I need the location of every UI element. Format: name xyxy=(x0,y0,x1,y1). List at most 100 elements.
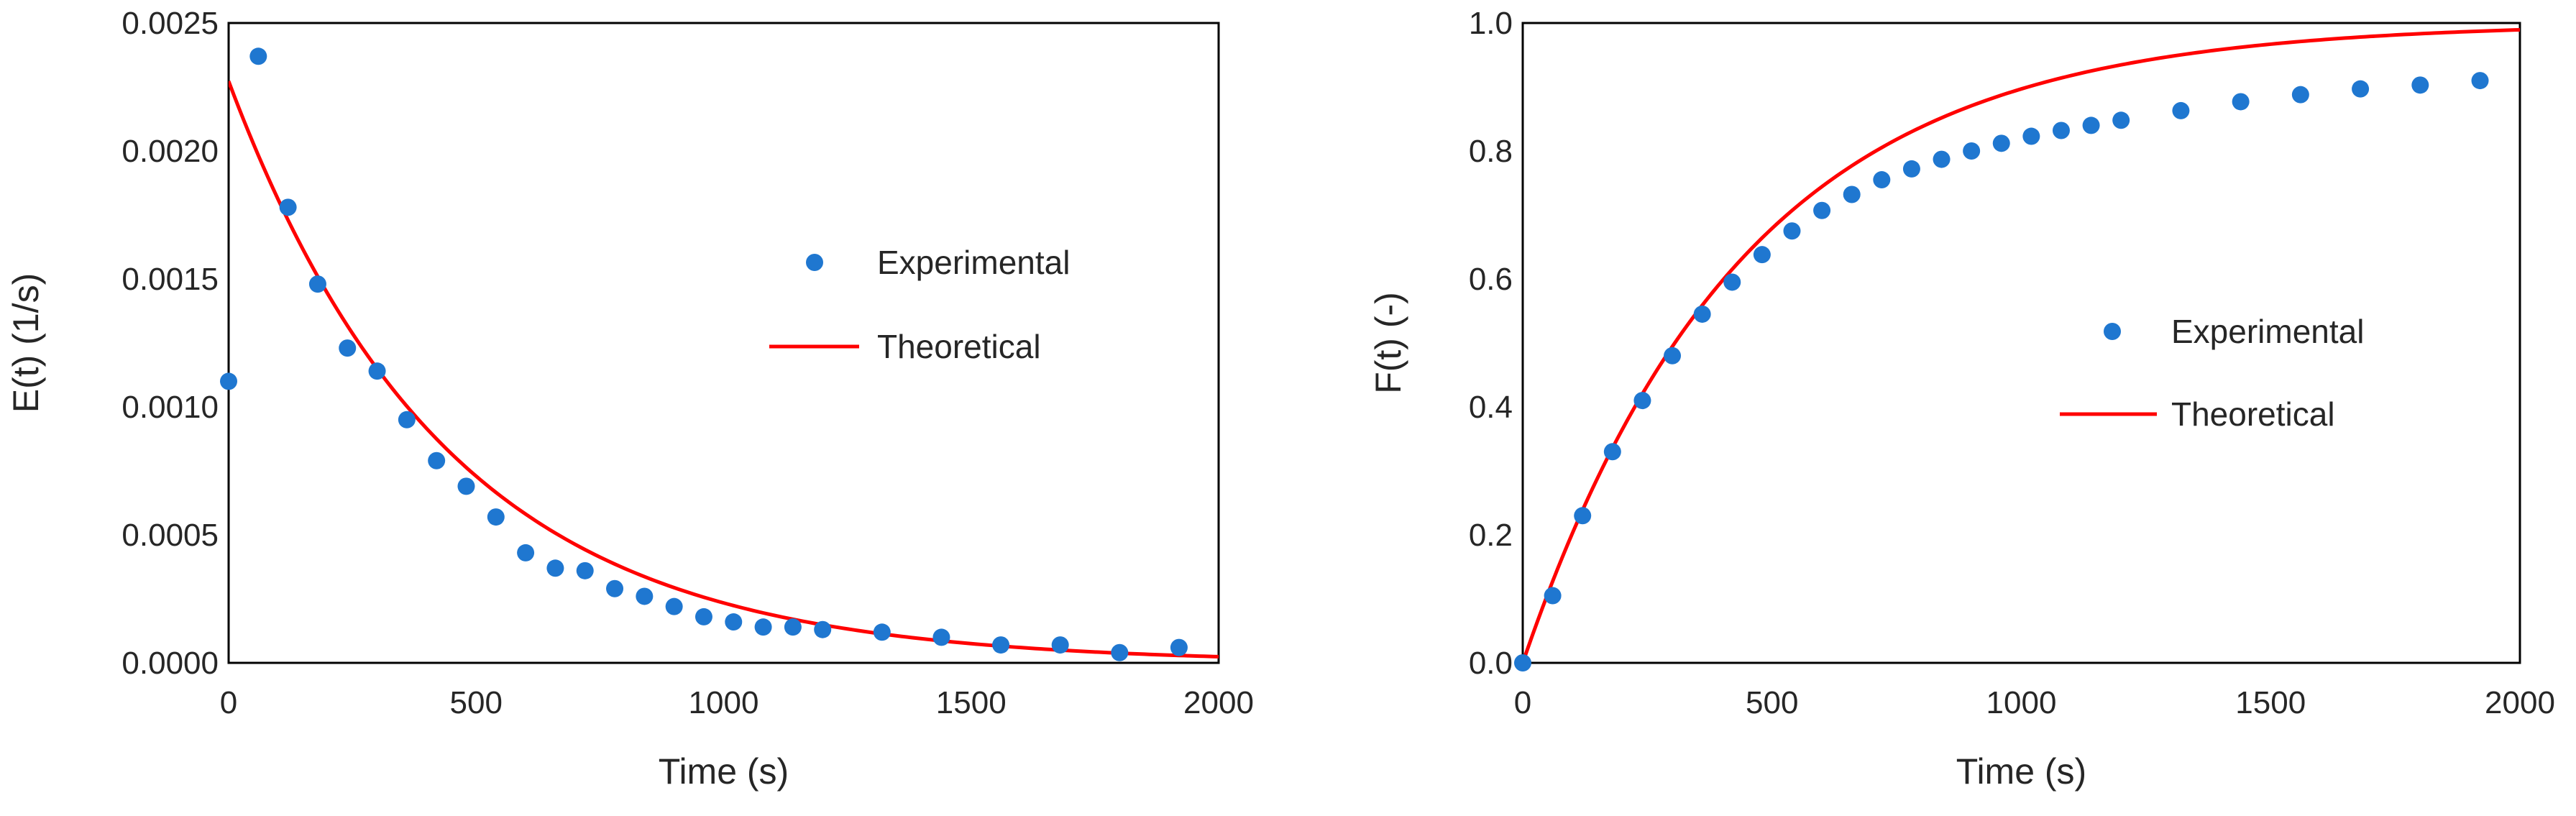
data-point-experimental xyxy=(992,636,1010,654)
data-point-experimental xyxy=(1111,643,1129,661)
data-point-experimental xyxy=(1170,638,1188,656)
y-axis-title: F(t) (-) xyxy=(1368,292,1408,394)
x-tick-label: 500 xyxy=(450,685,503,720)
x-axis-title: Time (s) xyxy=(659,751,789,792)
data-point-experimental xyxy=(784,618,802,636)
data-point-experimental xyxy=(1693,305,1711,323)
y-tick-label: 0.6 xyxy=(1469,262,1513,297)
y-tick-label: 0.2 xyxy=(1469,518,1513,553)
data-point-experimental xyxy=(576,561,594,579)
x-tick-label: 1000 xyxy=(689,685,759,720)
x-tick-labels: 0 500 1000 1500 2000 xyxy=(220,685,1254,720)
data-point-experimental xyxy=(2352,80,2370,98)
data-point-experimental xyxy=(339,339,357,357)
data-point-experimental xyxy=(1963,142,1981,160)
x-tick-label: 0 xyxy=(220,685,237,720)
data-point-experimental xyxy=(1723,273,1741,291)
x-axis-title: Time (s) xyxy=(1956,751,2086,792)
y-tick-label: 0.0010 xyxy=(122,390,219,425)
legend-label-theoretical: Theoretical xyxy=(2171,395,2335,433)
x-tick-label: 500 xyxy=(1746,685,1798,720)
y-tick-labels: 0.0 0.2 0.4 0.6 0.8 1.0 xyxy=(1469,6,1513,681)
data-point-experimental xyxy=(517,544,535,561)
x-tick-labels: 0 500 1000 1500 2000 xyxy=(1514,685,2555,720)
x-tick-label: 2000 xyxy=(1183,685,1254,720)
data-point-experimental xyxy=(754,618,772,636)
data-point-experimental xyxy=(279,198,297,216)
data-point-experimental xyxy=(2112,111,2130,129)
data-point-experimental xyxy=(665,597,683,615)
legend-label-experimental: Experimental xyxy=(2171,313,2364,350)
x-tick-label: 1000 xyxy=(1986,685,2057,720)
data-point-experimental xyxy=(1843,185,1861,203)
data-point-experimental xyxy=(2082,116,2100,134)
data-point-experimental xyxy=(487,508,505,526)
data-point-experimental xyxy=(725,613,743,631)
data-point-experimental xyxy=(1753,246,1771,264)
y-tick-label: 0.4 xyxy=(1469,390,1513,425)
data-point-experimental xyxy=(2291,86,2309,104)
y-tick-label: 1.0 xyxy=(1469,6,1513,41)
data-point-experimental xyxy=(1051,636,1069,654)
legend: Experimental Theoretical xyxy=(2060,313,2364,433)
y-tick-label: 0.0015 xyxy=(122,262,219,297)
data-point-experimental xyxy=(1813,201,1831,219)
data-point-experimental xyxy=(606,579,624,597)
data-point-experimental xyxy=(1664,347,1682,365)
legend: Experimental Theoretical xyxy=(769,244,1070,365)
legend-marker-experimental xyxy=(806,254,823,271)
data-point-experimental xyxy=(1514,654,1531,671)
legend-marker-experimental xyxy=(2104,323,2121,340)
data-point-experimental xyxy=(2471,72,2489,90)
data-point-experimental xyxy=(1992,134,2010,152)
data-point-experimental xyxy=(636,587,654,605)
data-point-experimental xyxy=(1783,222,1801,240)
data-point-experimental xyxy=(220,372,237,390)
data-point-experimental xyxy=(457,477,475,495)
x-tick-label: 2000 xyxy=(2485,685,2555,720)
data-point-experimental xyxy=(308,275,326,293)
data-point-experimental xyxy=(249,47,267,65)
plot-marks xyxy=(1514,27,2520,671)
y-tick-label: 0.0005 xyxy=(122,518,219,553)
data-point-experimental xyxy=(2232,93,2250,111)
plot-frame xyxy=(227,22,1220,664)
data-point-experimental xyxy=(1933,150,1951,168)
data-point-experimental xyxy=(1603,443,1621,461)
data-point-experimental xyxy=(1873,171,1891,189)
data-point-experimental xyxy=(546,559,564,577)
plot-frame xyxy=(1521,22,2521,664)
x-tick-label: 1500 xyxy=(936,685,1007,720)
chart-e-of-t: 0.0000 0.0005 0.0010 0.0015 0.0020 0.0025 0 50… xyxy=(6,6,1254,792)
data-point-experimental xyxy=(2052,122,2070,139)
data-point-experimental xyxy=(1633,392,1651,410)
data-point-experimental xyxy=(368,362,386,380)
data-point-experimental xyxy=(1902,160,1920,178)
y-tick-label: 0.8 xyxy=(1469,134,1513,169)
data-point-experimental xyxy=(2022,127,2040,145)
data-point-experimental xyxy=(428,451,446,469)
data-point-experimental xyxy=(398,411,416,428)
y-tick-label: 0.0000 xyxy=(122,646,219,681)
data-point-experimental xyxy=(873,623,891,641)
plot-marks xyxy=(220,47,1219,661)
data-point-experimental xyxy=(2172,101,2190,119)
data-point-experimental xyxy=(932,628,950,646)
data-point-experimental xyxy=(1544,587,1562,605)
y-axis-title: E(t) (1/s) xyxy=(6,273,46,413)
x-tick-label: 0 xyxy=(1514,685,1531,720)
data-point-experimental xyxy=(2411,76,2429,94)
data-point-experimental xyxy=(814,620,832,638)
y-tick-labels: 0.0000 0.0005 0.0010 0.0015 0.0020 0.0025 xyxy=(122,6,219,681)
chart-f-of-t: 0.0 0.2 0.4 0.6 0.8 1.0 0 500 1000 1500 2000 Time… xyxy=(1368,6,2555,792)
x-tick-label: 1500 xyxy=(2235,685,2306,720)
data-point-experimental xyxy=(695,608,712,625)
series-line-theoretical xyxy=(1523,27,2520,663)
data-point-experimental xyxy=(1574,507,1592,525)
y-tick-label: 0.0025 xyxy=(122,6,219,41)
y-tick-label: 0.0020 xyxy=(122,134,219,169)
legend-label-theoretical: Theoretical xyxy=(877,328,1041,365)
y-tick-label: 0.0 xyxy=(1469,646,1513,681)
